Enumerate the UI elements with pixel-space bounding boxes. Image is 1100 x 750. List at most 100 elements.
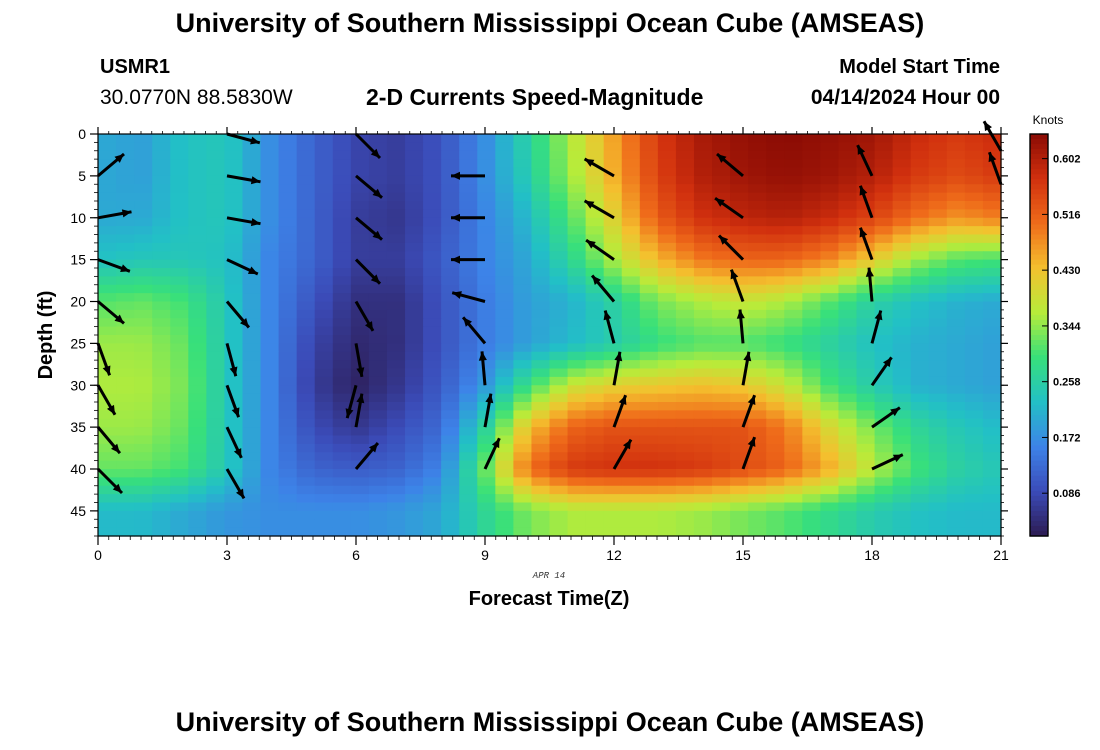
- heatmap-cell: [603, 326, 623, 336]
- heatmap-cell: [928, 318, 948, 328]
- heatmap-cell: [441, 402, 460, 411]
- heatmap-cell: [170, 167, 189, 177]
- heatmap-cell: [224, 318, 244, 328]
- current-arrow: [461, 316, 487, 345]
- colorbar-segment: [1030, 134, 1048, 140]
- heatmap-cell: [982, 326, 1002, 336]
- heatmap-cell: [260, 477, 280, 487]
- heatmap-cell: [531, 284, 551, 294]
- heatmap-cell: [368, 242, 388, 252]
- heatmap-cell: [874, 209, 894, 219]
- heatmap-cell: [910, 167, 930, 177]
- heatmap-cell: [549, 167, 569, 177]
- heatmap-cell: [748, 376, 767, 386]
- colorbar-segment: [1030, 154, 1048, 160]
- current-arrow: [226, 132, 261, 145]
- heatmap-cell: [134, 510, 153, 520]
- heatmap-cell: [278, 201, 298, 210]
- heatmap-cell: [116, 427, 135, 437]
- heatmap-cell: [350, 309, 370, 319]
- heatmap-cell: [296, 201, 316, 210]
- heatmap-cell: [712, 510, 731, 520]
- heatmap-cell: [982, 242, 1002, 252]
- x-tick-label: 15: [735, 547, 751, 563]
- heatmap-cell: [856, 217, 876, 227]
- heatmap-cell: [513, 159, 533, 169]
- current-arrow: [717, 234, 745, 261]
- heatmap-cell: [206, 485, 226, 495]
- heatmap-cell: [712, 410, 731, 420]
- heatmap-cell: [964, 175, 984, 185]
- heatmap-cell: [838, 469, 858, 478]
- heatmap-cell: [152, 301, 171, 311]
- heatmap-cell: [856, 443, 876, 453]
- heatmap-cell: [116, 276, 135, 286]
- heatmap-cell: [982, 393, 1002, 403]
- colorbar-segment: [1030, 425, 1048, 432]
- heatmap-cell: [874, 201, 894, 210]
- heatmap-cell: [116, 142, 135, 152]
- heatmap-cell: [585, 150, 605, 160]
- heatmap-cell: [495, 226, 514, 236]
- heatmap-cell: [242, 510, 262, 520]
- x-axis-title: Forecast Time(Z): [469, 588, 630, 610]
- heatmap-cell: [820, 351, 840, 361]
- heatmap-cell: [585, 234, 605, 244]
- colorbar-segment: [1030, 360, 1048, 366]
- heatmap-cell: [314, 460, 334, 470]
- heatmap-cell: [549, 469, 569, 478]
- heatmap-cell: [98, 192, 117, 202]
- heatmap-cell: [242, 142, 262, 152]
- heatmap-cell: [495, 318, 514, 328]
- heatmap-cell: [675, 452, 695, 462]
- colorbar-segment: [1030, 460, 1048, 467]
- heatmap-cell: [459, 217, 478, 227]
- heatmap-cell: [567, 519, 587, 529]
- heatmap-cell: [368, 485, 388, 495]
- heatmap-cell: [386, 335, 406, 344]
- heatmap-cell: [964, 360, 984, 370]
- heatmap-cell: [910, 410, 930, 420]
- heatmap-cell: [856, 527, 876, 537]
- heatmap-cell: [206, 402, 226, 411]
- heatmap-cell: [639, 284, 659, 294]
- heatmap-cell: [332, 284, 352, 294]
- heatmap-cell: [946, 284, 966, 294]
- heatmap-cell: [332, 510, 352, 520]
- heatmap-cell: [820, 368, 840, 378]
- heatmap-cell: [332, 519, 352, 529]
- heatmap-cell: [964, 427, 984, 437]
- heatmap-cell: [332, 385, 352, 395]
- heatmap-cell: [314, 427, 334, 437]
- heatmap-cell: [675, 410, 695, 420]
- colorbar-segment: [1030, 490, 1048, 497]
- heatmap-cell: [170, 284, 189, 294]
- heatmap-cell: [188, 251, 207, 261]
- heatmap-cell: [712, 452, 731, 462]
- heatmap-cell: [748, 301, 767, 311]
- heatmap-cell: [946, 276, 966, 286]
- heatmap-cell: [784, 452, 803, 462]
- current-arrow: [96, 426, 122, 455]
- heatmap-cell: [405, 335, 424, 344]
- heatmap-cell: [531, 192, 551, 202]
- heatmap-cell: [946, 410, 966, 420]
- heatmap-cell: [748, 134, 767, 143]
- heatmap-cell: [766, 485, 785, 495]
- heatmap-cell: [603, 301, 623, 311]
- heatmap-cell: [657, 150, 677, 160]
- heatmap-cell: [585, 418, 605, 428]
- heatmap-cell: [910, 284, 930, 294]
- heatmap-cell: [928, 242, 948, 252]
- heatmap-cell: [278, 309, 298, 319]
- heatmap-cell: [730, 259, 749, 269]
- heatmap-cell: [170, 385, 189, 395]
- heatmap-cell: [712, 351, 731, 361]
- heatmap-cell: [350, 527, 370, 537]
- heatmap-cell: [386, 376, 406, 386]
- heatmap-cell: [657, 460, 677, 470]
- heatmap-cell: [820, 452, 840, 462]
- heatmap-cell: [910, 460, 930, 470]
- heatmap-cell: [748, 343, 767, 353]
- heatmap-cell: [784, 217, 803, 227]
